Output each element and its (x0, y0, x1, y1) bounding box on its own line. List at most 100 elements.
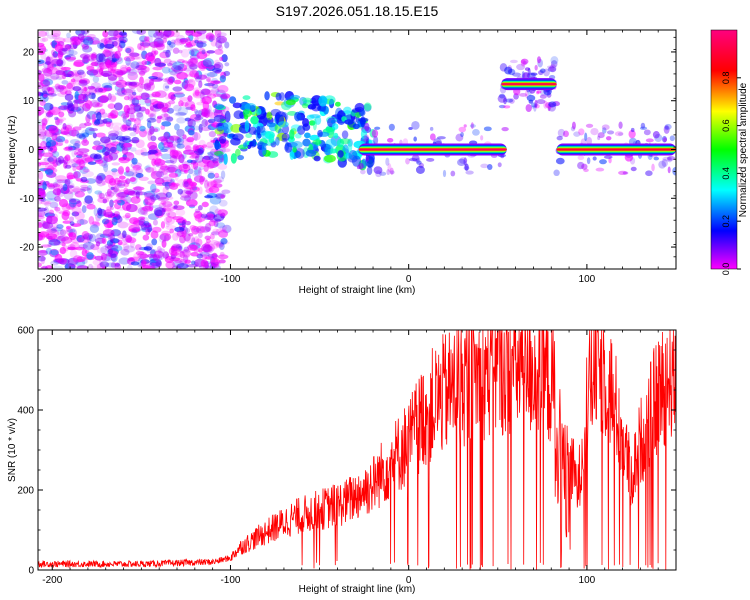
spectrogram-signal-blob (289, 129, 295, 140)
spectrogram-noise-blob (143, 211, 149, 216)
spectrogram-carrier-halo (585, 123, 594, 128)
spectrogram-signal-blob (213, 103, 225, 110)
spectrogram-noise-blob (90, 265, 103, 269)
spectrogram-noise-blob (108, 37, 118, 41)
spectrogram-noise-blob (122, 115, 127, 123)
spectrogram-noise-blob (168, 100, 176, 105)
spectrogram-noise-blob (76, 158, 82, 167)
spectrogram-noise-blob (104, 243, 114, 249)
spectrogram-noise-blob (188, 152, 197, 156)
spectrogram-noise-blob (141, 205, 154, 212)
spectrogram-noise-blob (51, 53, 59, 59)
spectrogram-noise-blob (220, 93, 231, 99)
spectrogram-noise-blob (77, 33, 85, 41)
spectrogram-noise-blob (133, 117, 142, 126)
spectrogram-noise-blob (192, 173, 199, 177)
spectrogram-noise-blob (104, 151, 110, 156)
spectrogram-noise-blob (60, 236, 73, 244)
spectrogram-noise-blob (205, 188, 214, 194)
spectrogram-noise-blob (95, 132, 106, 138)
spectrogram-noise-blob (67, 229, 76, 233)
spectrogram-noise-blob (136, 111, 144, 118)
spectrogram-noise-blob (79, 187, 91, 191)
spectrogram-noise-blob (133, 253, 139, 261)
spectrogram-noise-blob (159, 113, 171, 121)
spectrogram-carrier-halo (577, 161, 585, 170)
spectrogram-carrier-halo (458, 126, 467, 133)
spectrogram-noise-blob (197, 74, 208, 80)
spectrogram-noise-blob (211, 252, 218, 260)
spectrogram-noise-blob (173, 104, 182, 112)
colorbar-ticks: 0.0 0.2 0.4 0.6 0.8 (721, 72, 741, 275)
spectrogram-noise-blob (146, 120, 152, 129)
spectrogram-noise-blob (199, 226, 211, 233)
spectrogram-noise-blob (63, 127, 74, 137)
spectrogram-carrier-halo (618, 170, 628, 175)
spectrogram-noise-blob (74, 211, 85, 221)
spectrogram-carrier-halo (618, 121, 623, 129)
spectrogram-noise-blob (114, 130, 123, 137)
spectrogram-noise-blob (172, 47, 180, 54)
spectrogram-carrier-halo (470, 122, 474, 129)
spectrogram-signal-blob (245, 133, 252, 139)
spectrogram-noise-blob (56, 138, 64, 147)
spectrogram-noise-blob (133, 105, 142, 112)
spectrogram-carrier-halo (667, 156, 673, 163)
spectrogram-carrier-halo (543, 100, 548, 109)
spectrogram-noise-blob (198, 212, 207, 218)
spectrogram-y-tick-label: 20 (23, 47, 35, 58)
spectrogram-noise-blob (93, 119, 101, 126)
spectrogram-noise-blob (41, 152, 54, 157)
spectrogram-noise-blob (185, 180, 198, 190)
spectrogram-noise-blob (63, 69, 69, 77)
spectrogram-signal-blob (358, 109, 366, 117)
spectrogram-noise-blob (162, 251, 170, 259)
spectrogram-x-tick-label: 0 (406, 274, 412, 285)
spectrogram-noise-blob (40, 255, 46, 265)
spectrogram-noise-blob (194, 116, 204, 120)
spectrogram-noise-blob (139, 42, 151, 47)
spectrogram-noise-blob (145, 97, 152, 107)
spectrogram-noise-blob (94, 190, 103, 195)
spectrogram-noise-blob (68, 202, 76, 210)
spectrogram-noise-blob (165, 212, 171, 217)
spectrogram-noise-blob (155, 192, 168, 200)
spectrogram-noise-blob (206, 141, 214, 149)
spectrogram-noise-blob (41, 37, 49, 42)
spectrogram-noise-blob (124, 46, 135, 54)
spectrogram-noise-blob (124, 62, 137, 72)
spectrogram-noise-blob (49, 145, 58, 153)
spectrogram-signal-blob (301, 103, 309, 109)
spectrogram-noise-blob (193, 169, 201, 176)
spectrogram-noise-blob (198, 123, 203, 133)
spectrogram-noise-blob (183, 169, 189, 174)
spectrogram-carrier-halo (386, 138, 394, 143)
spectrogram-signal-blob (304, 132, 311, 139)
spectrogram-noise-blob (201, 88, 212, 98)
spectrogram-signal-blob (250, 115, 259, 125)
spectrogram-noise-blob (71, 206, 83, 214)
spectrogram-noise-blob (176, 230, 185, 237)
spectrogram-noise-blob (194, 208, 201, 214)
spectrogram-noise-blob (86, 203, 96, 210)
spectrogram-noise-blob (62, 210, 71, 217)
spectrogram-noise-blob (131, 91, 137, 96)
spectrogram-noise-blob (102, 30, 109, 38)
spectrogram-noise-blob (143, 246, 152, 251)
spectrogram-carrier-halo (367, 163, 373, 169)
spectrogram-noise-blob (194, 110, 203, 117)
spectrogram-carrier-halo (415, 158, 421, 163)
spectrogram-noise-blob (55, 58, 66, 68)
spectrogram-signal-blob (291, 141, 303, 149)
spectrogram-carrier-halo (652, 131, 660, 139)
spectrogram-carrier-halo (590, 127, 599, 136)
spectrogram-carrier-halo (415, 165, 425, 175)
spectrogram-noise-blob (38, 231, 50, 238)
spectrogram-noise-blob (58, 198, 69, 208)
spectrogram-noise-blob (201, 201, 209, 208)
spectrogram-noise-blob (84, 84, 90, 92)
spectrogram-noise-blob (134, 149, 145, 156)
spectrogram-noise-blob (195, 42, 207, 48)
spectrogram-noise-blob (38, 212, 43, 218)
spectrogram-noise-blob (100, 70, 113, 77)
